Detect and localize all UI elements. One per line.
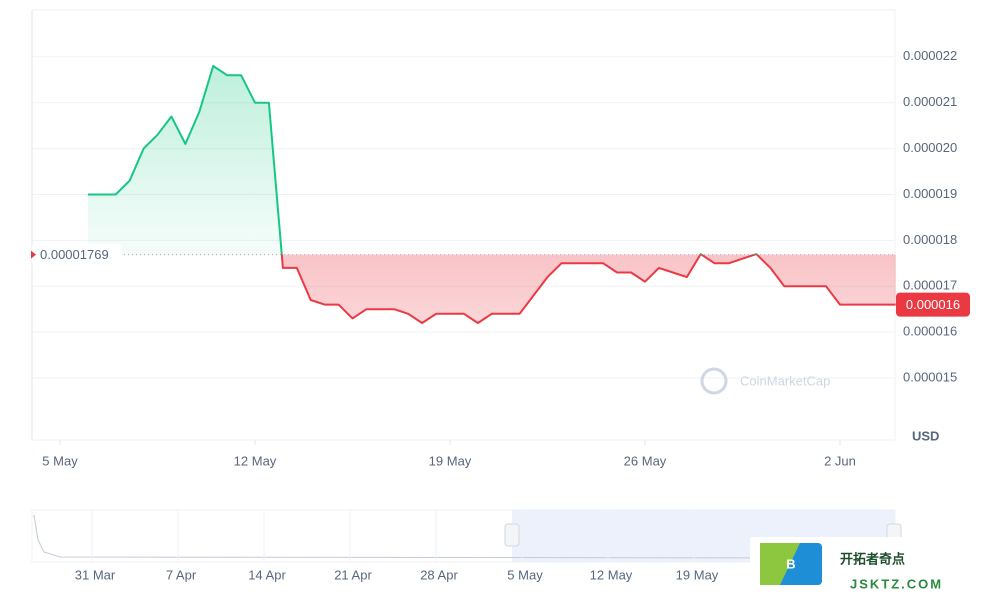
x-tick-label: 2 Jun xyxy=(824,453,856,468)
brand-name: 开拓者奇点 xyxy=(840,551,905,566)
brand-icon: B xyxy=(786,556,795,571)
navigator-label: 12 May xyxy=(590,567,633,582)
y-tick-label: 0.000015 xyxy=(903,369,957,384)
price-tag-bg xyxy=(896,292,970,317)
navigator-label: 5 May xyxy=(507,567,543,582)
unit-label: USD xyxy=(912,428,939,443)
area-fill xyxy=(87,66,896,323)
y-tick-label: 0.000022 xyxy=(903,48,957,63)
y-tick-label: 0.000019 xyxy=(903,186,957,201)
brand-logo: B 开拓者奇点 JSKTZ.COM xyxy=(750,537,1000,596)
watermark-text: CoinMarketCap xyxy=(740,373,830,388)
navigator-label: 7 Apr xyxy=(166,567,197,582)
baseline-label-bg xyxy=(32,243,122,266)
navigator-label: 21 Apr xyxy=(334,567,372,582)
watermark: CoinMarketCap xyxy=(700,367,830,395)
y-tick-label: 0.000020 xyxy=(903,140,957,155)
baseline-marker xyxy=(31,250,36,259)
navigator-label: 14 Apr xyxy=(248,567,286,582)
y-tick-label: 0.000021 xyxy=(903,94,957,109)
navigator-handle[interactable] xyxy=(504,523,520,547)
price-tag: 0.000016 xyxy=(906,297,960,312)
y-tick-label: 0.000017 xyxy=(903,278,957,293)
brand-site: JSKTZ.COM xyxy=(850,576,943,591)
baseline-label: 0.00001769 xyxy=(40,247,109,262)
y-tick-label: 0.000018 xyxy=(903,232,957,247)
price-line xyxy=(87,65,896,324)
navigator-line xyxy=(33,514,896,559)
navigator-label: 28 Apr xyxy=(420,567,458,582)
y-tick-label: 0.000016 xyxy=(903,324,957,339)
navigator-label: 19 May xyxy=(676,567,719,582)
x-tick-label: 5 May xyxy=(42,453,78,468)
navigator-label: 31 Mar xyxy=(75,567,116,582)
x-tick-label: 12 May xyxy=(234,453,277,468)
x-tick-label: 19 May xyxy=(429,453,472,468)
x-tick-label: 26 May xyxy=(624,453,667,468)
